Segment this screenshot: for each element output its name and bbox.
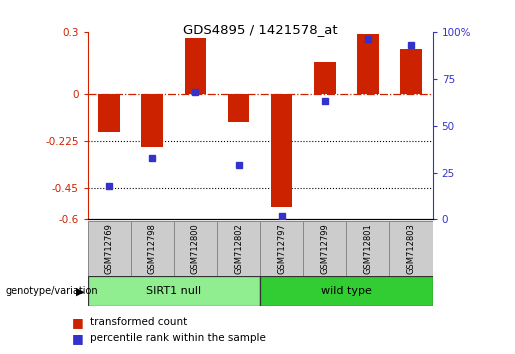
Bar [217,221,260,276]
Bar [260,221,303,276]
Text: GSM712803: GSM712803 [406,223,416,274]
Text: GSM712801: GSM712801 [364,223,372,274]
Bar [142,95,163,147]
Text: GSM712769: GSM712769 [105,223,114,274]
Bar [88,221,131,276]
Text: GSM712800: GSM712800 [191,223,200,274]
Text: ■: ■ [72,316,84,329]
Text: ▶: ▶ [76,286,84,296]
Text: GDS4895 / 1421578_at: GDS4895 / 1421578_at [183,23,337,36]
Bar [400,48,422,95]
Bar [88,276,260,306]
Text: GSM712798: GSM712798 [148,223,157,274]
Bar [131,221,174,276]
Bar [303,221,346,276]
Text: GSM712802: GSM712802 [234,223,243,274]
Bar [228,95,249,121]
Bar [271,95,293,207]
Bar [314,62,336,95]
Bar [389,221,433,276]
Text: transformed count: transformed count [90,317,187,327]
Text: percentile rank within the sample: percentile rank within the sample [90,333,266,343]
Text: GSM712799: GSM712799 [320,223,329,274]
Bar [357,34,379,95]
Text: wild type: wild type [321,286,372,296]
Text: GSM712797: GSM712797 [277,223,286,274]
Text: ■: ■ [72,332,84,344]
Bar [184,38,206,95]
Bar [174,221,217,276]
Bar [260,276,433,306]
Bar [346,221,389,276]
Text: SIRT1 null: SIRT1 null [146,286,201,296]
Text: genotype/variation: genotype/variation [5,286,98,296]
Bar [98,95,120,132]
